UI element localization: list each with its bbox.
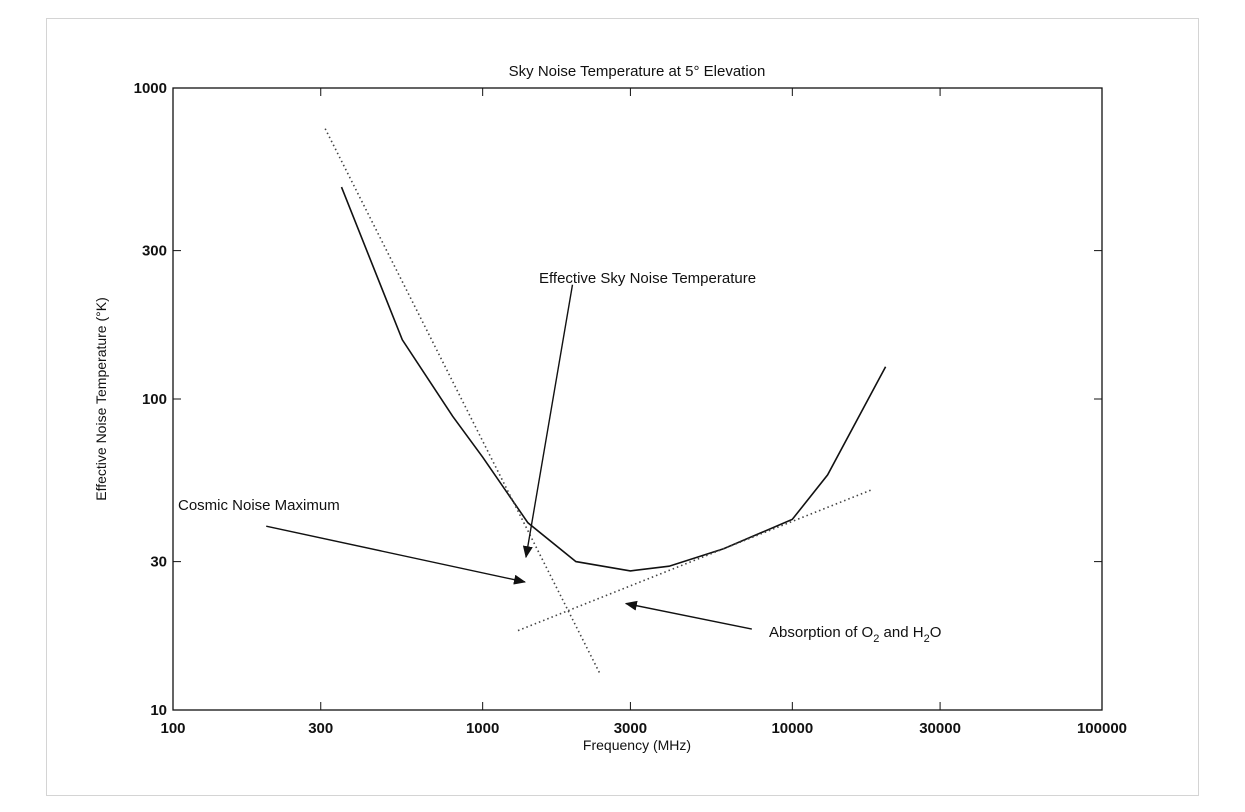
y-tick-label: 300 [142, 243, 167, 260]
annotation-absorption-label: Absorption of O2 and H2O [769, 624, 941, 645]
x-axis-label: Frequency (MHz) [583, 737, 691, 753]
series-line-effective [342, 187, 886, 571]
annotation-text-part: and H [879, 624, 923, 641]
x-tick-label: 100000 [1077, 720, 1127, 737]
plot-area [173, 88, 1102, 710]
series-line-absorption [518, 490, 871, 631]
y-tick-label: 100 [142, 391, 167, 408]
annotation-cosmic-label: Cosmic Noise Maximum [178, 497, 340, 514]
y-tick-label: 1000 [134, 80, 167, 97]
x-tick-label: 1000 [466, 720, 499, 737]
annotation-arrow [526, 285, 572, 557]
y-tick-label: 10 [150, 702, 167, 719]
x-tick-label: 300 [308, 720, 333, 737]
annotation-text-part: Absorption of O [769, 624, 873, 641]
sky-noise-chart: Sky Noise Temperature at 5° Elevation 10… [0, 0, 1245, 812]
x-tick-label: 30000 [919, 720, 961, 737]
y-tick-label: 30 [150, 554, 167, 571]
y-axis-label: Effective Noise Temperature (°K) [93, 297, 109, 501]
annotation-arrow [626, 604, 752, 630]
chart-title: Sky Noise Temperature at 5° Elevation [509, 63, 766, 80]
series-line-cosmic [325, 129, 600, 675]
x-tick-label: 3000 [614, 720, 647, 737]
x-tick-label: 10000 [771, 720, 813, 737]
annotation-arrow [266, 526, 525, 582]
annotation-effective-label: Effective Sky Noise Temperature [539, 270, 756, 287]
annotation-text-part: O [930, 624, 942, 641]
x-tick-label: 100 [160, 720, 185, 737]
